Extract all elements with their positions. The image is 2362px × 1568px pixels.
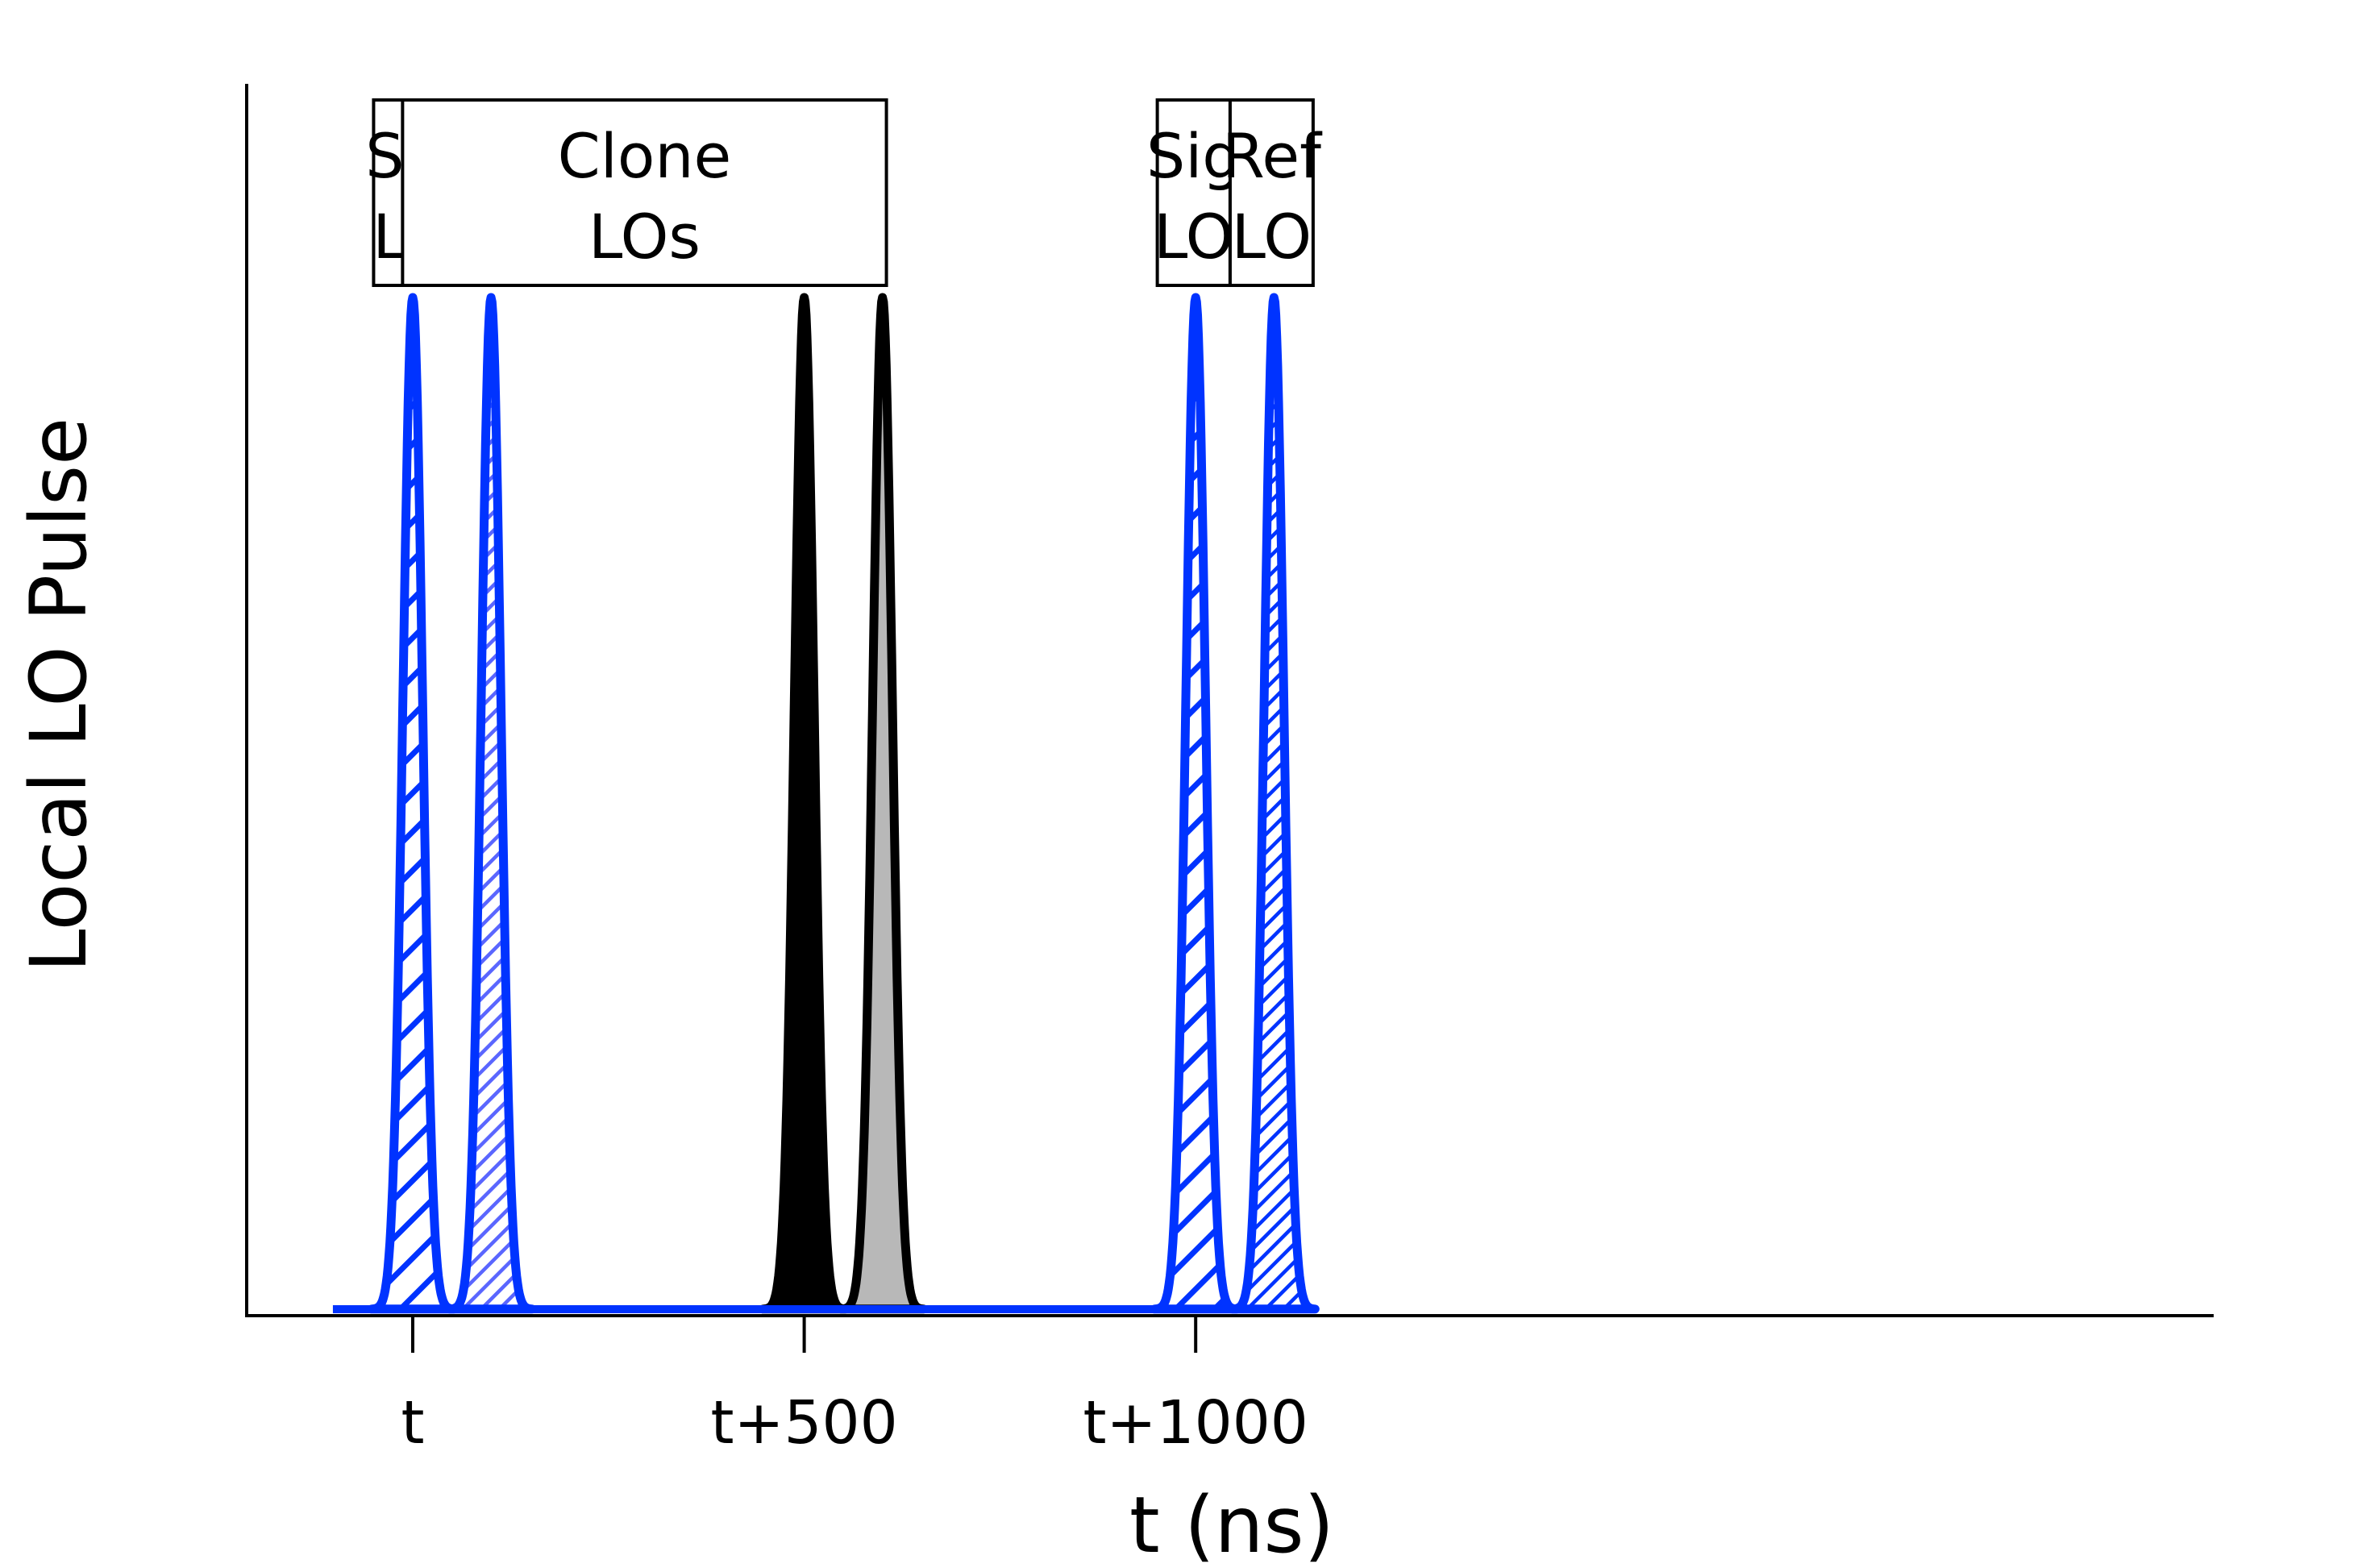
- pulse-ref-1-1: [445, 293, 537, 1314]
- annotation-text: Clone: [558, 120, 732, 192]
- x-ticks-group: t t+500 t+1000: [401, 1316, 1308, 1458]
- pulse-ref-2-5: [1228, 293, 1320, 1314]
- annotation-box-4: Ref LO: [1222, 98, 1323, 287]
- annotation-labels: SigLORefLOCloneLOsSigLORefLO: [365, 98, 1323, 287]
- annotation-text: LO: [1232, 201, 1312, 272]
- annotation-text: LO: [1154, 201, 1233, 272]
- x-axis-title: t (ns): [1129, 1480, 1334, 1568]
- annotation-text: Ref: [1222, 120, 1323, 192]
- y-axis-title: Local LO Pulse: [14, 418, 104, 972]
- x-tick-label: t+1000: [1083, 1388, 1308, 1458]
- pulse-sig-1-0: [367, 293, 459, 1314]
- pulse-clone-2: [759, 293, 850, 1314]
- x-tick-label: t: [401, 1388, 424, 1458]
- pulses-group: [367, 293, 1320, 1314]
- pulse-clone-3: [837, 293, 929, 1314]
- pulse-sig-2-4: [1150, 293, 1241, 1314]
- annotation-text: LOs: [588, 201, 701, 272]
- x-tick-label: t+500: [710, 1388, 897, 1458]
- annotation-text: Sig: [1146, 120, 1241, 192]
- annotation-box-3: Sig LO: [1146, 98, 1241, 287]
- annotation-box-2: Clone LOs: [401, 98, 888, 287]
